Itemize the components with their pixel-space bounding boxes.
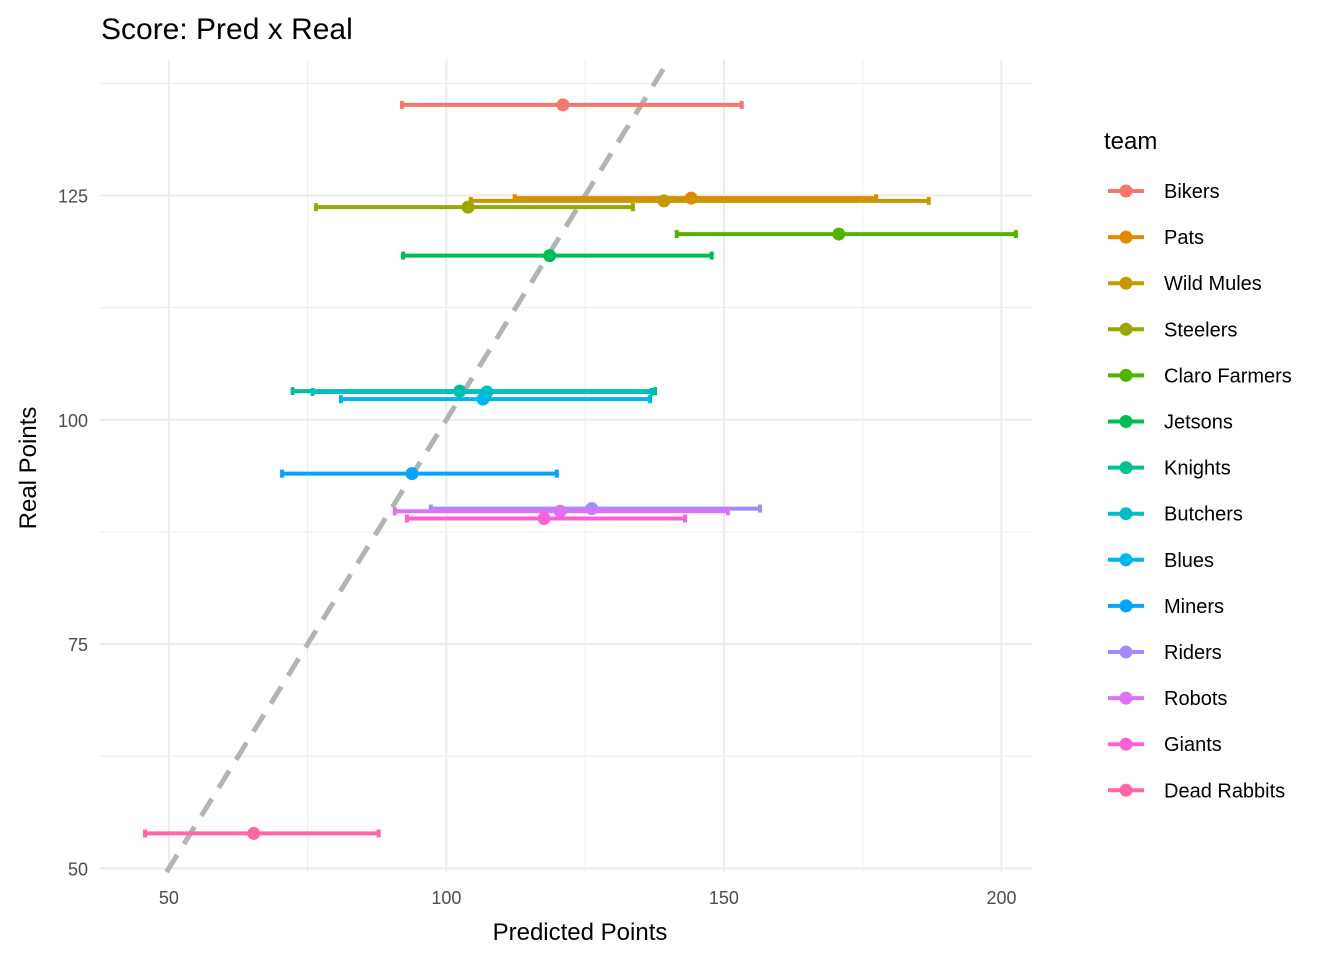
x-tick-label: 150: [709, 888, 739, 908]
legend-label: Giants: [1164, 734, 1222, 756]
legend-key-point: [1119, 276, 1133, 290]
legend-label: Dead Rabbits: [1164, 780, 1285, 802]
legend-label: Pats: [1164, 227, 1204, 249]
legend-key-point: [1119, 415, 1133, 428]
legend-key-point: [1119, 230, 1133, 244]
point-dead-rabbits: [247, 826, 261, 840]
point-bikers: [556, 98, 570, 112]
legend-key-point: [1119, 461, 1133, 475]
y-tick-label: 75: [68, 635, 88, 655]
legend-label: Claro Farmers: [1164, 365, 1292, 387]
legend-key-point: [1119, 645, 1133, 659]
legend-label: Knights: [1164, 458, 1231, 480]
x-axis-label: Predicted Points: [493, 919, 668, 946]
y-axis-label: Real Points: [15, 407, 42, 530]
legend-key-point: [1119, 553, 1133, 567]
point-wild-mules: [657, 194, 671, 208]
legend-key-point: [1119, 184, 1133, 198]
legend-key-point: [1119, 507, 1133, 521]
point-blues: [476, 392, 490, 406]
axis-ticks: 50 100 150 200 50 75 100 125: [58, 186, 1017, 908]
legend-key-point: [1119, 783, 1133, 797]
legend-key-point: [1119, 322, 1133, 336]
legend-key-point: [1119, 691, 1133, 705]
x-tick-label: 100: [431, 888, 461, 908]
legend-label: Robots: [1164, 688, 1227, 710]
point-steelers: [461, 200, 475, 214]
legend-label: Blues: [1164, 550, 1214, 572]
legend-label: Bikers: [1164, 181, 1220, 203]
chart-title: Score: Pred x Real: [101, 13, 353, 46]
reference-line-group: [164, 58, 672, 874]
point-robots: [553, 504, 567, 518]
legend-label: Miners: [1164, 596, 1224, 618]
legend-key-point: [1119, 737, 1133, 751]
point-claro-farmers: [832, 227, 846, 241]
legend-label: Riders: [1164, 642, 1222, 664]
x-tick-label: 200: [986, 888, 1016, 908]
point-jetsons: [543, 249, 557, 263]
y-tick-label: 100: [58, 411, 88, 431]
legend-title: team: [1104, 128, 1157, 155]
reference-line: [164, 58, 672, 874]
legend-label: Steelers: [1164, 319, 1237, 341]
data-marks: [142, 98, 1018, 840]
legend-label: Wild Mules: [1164, 273, 1262, 295]
legend: team Bikers Pats Wild Mules Steelers Claro F…: [1104, 128, 1292, 802]
legend-label: Butchers: [1164, 504, 1243, 526]
y-tick-label: 50: [68, 859, 88, 879]
y-tick-label: 125: [58, 186, 88, 206]
legend-key-point: [1119, 368, 1133, 382]
point-giants: [537, 511, 551, 525]
legend-label: Jetsons: [1164, 412, 1233, 434]
legend-key-point: [1119, 599, 1133, 613]
point-miners: [405, 467, 419, 481]
x-tick-label: 50: [159, 888, 179, 908]
